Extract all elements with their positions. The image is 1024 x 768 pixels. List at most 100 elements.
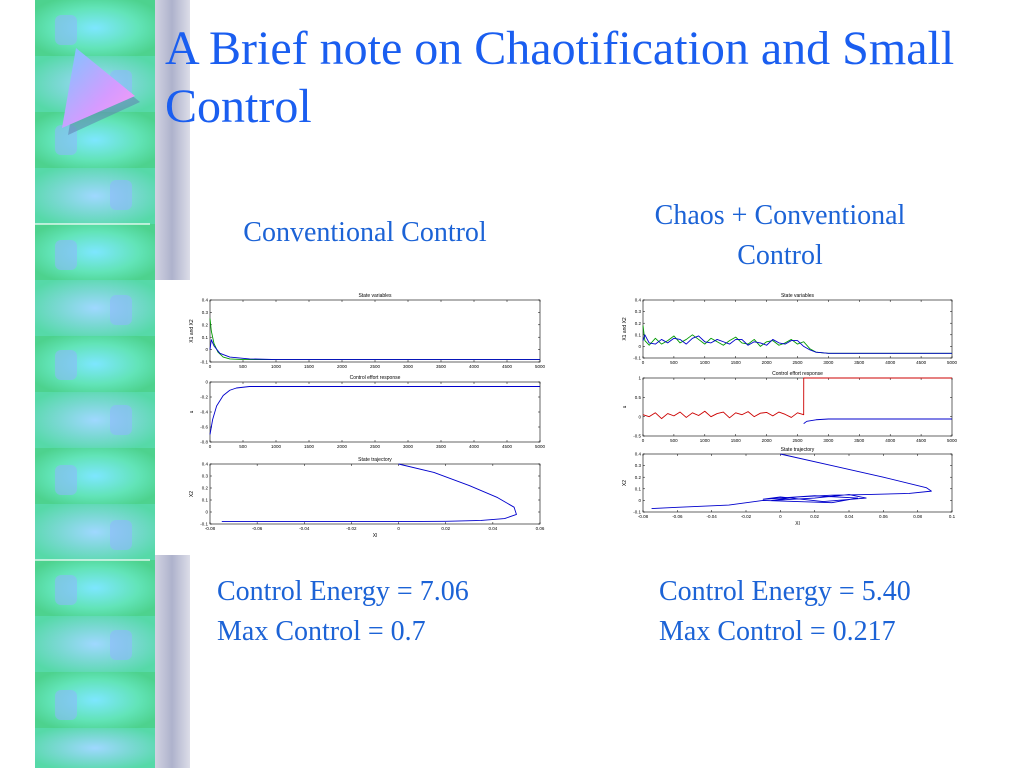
left-control-effort-response-xtick-label: 4500 (502, 444, 513, 449)
left-control-effort-response-ylabel: u (189, 410, 195, 413)
right-state-variables-xtick-label: 2000 (762, 360, 773, 365)
left-state-trajectory-xtick-label: 0.06 (536, 526, 545, 531)
left-control-effort-response-title: Control effort response (350, 375, 401, 381)
left-state-variables-xtick-label: 4500 (502, 364, 513, 369)
left-control-effort-response-xtick-label: 1000 (271, 444, 282, 449)
left-control-effort-response-xtick-label: 1500 (304, 444, 315, 449)
left-state-trajectory-ytick-label: -0.1 (200, 522, 208, 527)
right-state-variables-ytick-label: 0.2 (635, 321, 642, 326)
left-state-variables-xtick-label: 5000 (535, 364, 546, 369)
right-state-trajectory-xtick-label: 0.08 (913, 514, 922, 519)
right-control-effort-response-xtick-label: 3500 (854, 438, 865, 443)
right-control-effort-response-ytick-label: 0 (638, 414, 641, 419)
left-state-variables-ytick-label: 0 (205, 347, 208, 352)
right-state-trajectory-xtick-label: 0.1 (949, 514, 956, 519)
right-control-effort-response-xtick-label: 2000 (762, 438, 773, 443)
right-state-trajectory-xtick-label: 0.02 (810, 514, 819, 519)
left-state-variables-xtick-label: 2000 (337, 364, 348, 369)
left-state-trajectory-xtick-label: -0.08 (205, 526, 216, 531)
left-control-effort-response-xtick-label: 3500 (436, 444, 447, 449)
left-state-variables-ylabel: X1 and X2 (189, 319, 195, 343)
right-control-effort-response-series-2-line (803, 418, 952, 424)
right-stats: Control Energy = 5.40 Max Control = 0.21… (659, 572, 911, 652)
left-state-trajectory-ytick-label: 0 (205, 510, 208, 515)
right-state-trajectory-series-1-line (651, 453, 932, 509)
left-state-variables-title: State variables (358, 293, 392, 299)
left-state-trajectory-ytick-label: 0.3 (202, 474, 209, 479)
left-state-trajectory-ytick-label: 0.2 (202, 486, 209, 491)
left-state-variables-xtick-label: 3000 (403, 364, 414, 369)
right-state-variables-plot-area (642, 299, 953, 359)
left-state-trajectory-ytick-label: 0.1 (202, 498, 209, 503)
left-figure-heading: Conventional Control (243, 217, 487, 248)
left-stats: Control Energy = 7.06 Max Control = 0.7 (217, 572, 469, 652)
left-state-variables-xtick-label: 1000 (271, 364, 282, 369)
left-state-trajectory-xtick-label: -0.02 (346, 526, 357, 531)
right-state-variables-xtick-label: 1000 (700, 360, 711, 365)
left-state-trajectory-xtick-label: 0 (397, 526, 400, 531)
right-control-effort-response-ylabel: u (622, 405, 628, 408)
right-state-variables-xtick-label: 3000 (823, 360, 834, 365)
right-control-effort-response-ytick-label: 1 (638, 376, 641, 381)
left-control-effort-response-xtick-label: 500 (239, 444, 247, 449)
right-state-variables-xtick-label: 4000 (885, 360, 896, 365)
left-control-effort-response-ytick-label: 0 (205, 380, 208, 385)
left-control-effort-response-xtick-label: 4000 (469, 444, 480, 449)
left-state-variables-ytick-label: -0.1 (200, 360, 208, 365)
left-state-trajectory-plot-area (209, 463, 541, 525)
right-state-variables-ytick-label: 0.3 (635, 309, 642, 314)
left-control-effort-response-ytick-label: -0.6 (200, 425, 208, 430)
left-control-effort-response-ytick-label: -0.4 (200, 410, 208, 415)
right-control-effort-response-ytick-label: -0.5 (633, 434, 641, 439)
left-control-energy: Control Energy = 7.06 (217, 576, 469, 607)
left-state-variables-plot-area (209, 299, 541, 363)
right-state-trajectory-xtick-label: 0 (779, 514, 782, 519)
slide-title: A Brief note on Chaotification and Small… (165, 22, 955, 133)
left-state-variables-series-1-line (209, 318, 540, 360)
left-control-effort-response-ytick-label: -0.8 (200, 440, 208, 445)
right-state-trajectory-ytick-label: -0.1 (633, 510, 641, 515)
left-state-trajectory-title: State trajectory (358, 457, 392, 463)
right-control-effort-response-panel: Control effort response 0 500 1000 1500 2000 2… (622, 371, 958, 443)
right-state-variables-ylabel: X1 and X2 (622, 317, 628, 341)
right-state-trajectory-xtick-label: -0.04 (707, 514, 718, 519)
left-state-variables-xtick-label: 2500 (370, 364, 381, 369)
left-control-effort-response-panel: Control effort response 0 500 1000 1500 2000 2… (189, 375, 546, 449)
left-control-effort-response-plot-area (209, 381, 541, 443)
right-control-effort-response-xtick-label: 4000 (885, 438, 896, 443)
right-state-variables-series-2-line (642, 334, 952, 354)
left-control-effort-response-xtick-label: 0 (209, 444, 212, 449)
right-state-trajectory-xtick-label: -0.02 (741, 514, 752, 519)
left-state-variables-xtick-label: 1500 (304, 364, 315, 369)
right-state-trajectory-ytick-label: 0.1 (635, 486, 642, 491)
left-max-control: Max Control = 0.7 (217, 616, 426, 647)
left-control-effort-response-xtick-label: 2000 (337, 444, 348, 449)
right-state-variables-xtick-label: 3500 (854, 360, 865, 365)
right-state-trajectory-ytick-label: 0.4 (635, 452, 642, 457)
left-state-variables-panel: State variables 0 500 1000 1500 2000 2500 3000 3… (189, 293, 546, 369)
right-state-trajectory-ytick-label: 0.2 (635, 475, 642, 480)
right-state-variables-title: State variables (781, 293, 815, 299)
left-state-variables-ytick-label: 0.4 (202, 298, 209, 303)
left-control-effort-response-xtick-label: 3000 (403, 444, 414, 449)
left-state-trajectory-xlabel: Xl (373, 533, 377, 539)
left-state-variables-xtick-label: 4000 (469, 364, 480, 369)
right-state-variables-ytick-label: 0.4 (635, 298, 642, 303)
left-control-effort-response-xtick-label: 2500 (370, 444, 381, 449)
right-control-effort-response-title: Control effort response (772, 371, 823, 377)
right-state-variables-ytick-label: 0 (638, 344, 641, 349)
right-control-effort-response-series-1-line (642, 377, 952, 420)
left-state-trajectory-xtick-label: 0.04 (488, 526, 497, 531)
left-state-trajectory-xtick-label: 0.02 (441, 526, 450, 531)
left-state-variables-series-2-line (209, 339, 540, 360)
right-state-variables-xtick-label: 1500 (731, 360, 742, 365)
right-control-effort-response-plot-area (642, 377, 953, 437)
right-state-variables-series-1-line (642, 325, 952, 354)
right-control-effort-response-xtick-label: 4500 (916, 438, 927, 443)
left-state-trajectory-xtick-label: -0.04 (299, 526, 310, 531)
left-state-variables-ytick-label: 0.3 (202, 310, 209, 315)
right-state-trajectory-plot-area (642, 453, 953, 513)
right-state-trajectory-xlabel: Xl (795, 521, 799, 526)
right-state-trajectory-title: State trajectory (781, 447, 815, 453)
